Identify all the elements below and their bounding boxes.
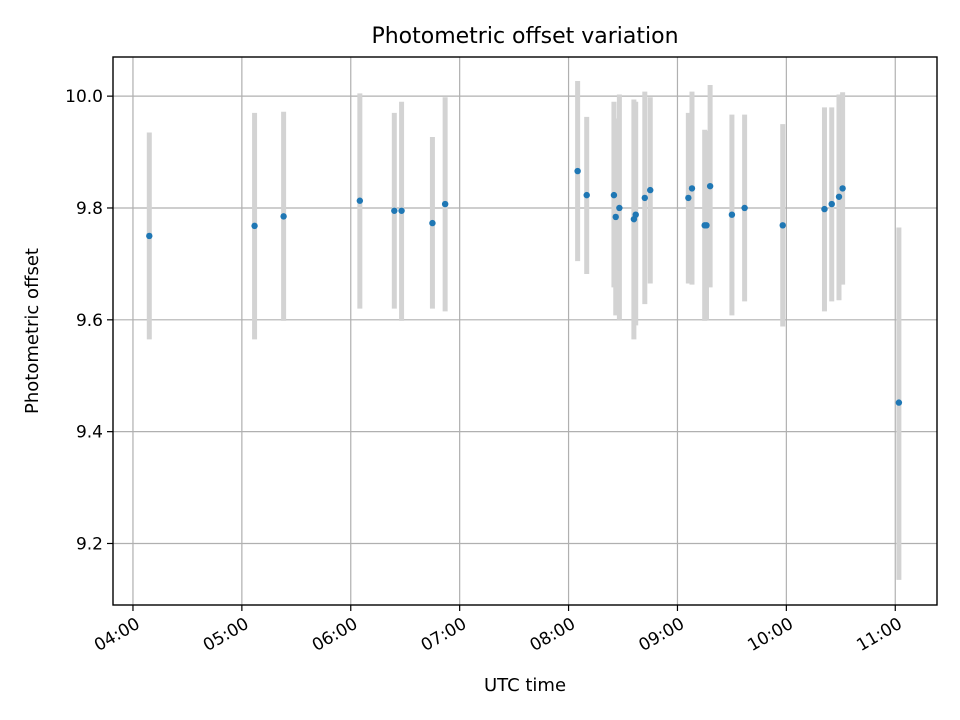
data-point [574,167,581,175]
data-point [821,205,828,213]
data-point [835,193,843,200]
data-point [280,213,287,220]
tick-layer: 04:00 05:00 06:00 07:00 08:00 09:00 10:00 11:00… [65,87,906,656]
x-tick-label: 06:00 [309,614,361,656]
data-point [146,232,153,240]
data-point [251,222,258,230]
data-point [429,219,436,227]
grid-layer [113,57,937,605]
data-point [703,222,710,229]
data-point [632,211,639,218]
data-point [647,186,654,194]
data-point [616,204,623,212]
y-tick-label: 9.6 [76,311,103,331]
data-point [688,185,696,192]
x-tick-label: 04:00 [91,614,143,656]
x-tick-label: 05:00 [200,614,252,656]
y-axis-label: Photometric offset [22,248,43,414]
y-tick-label: 9.2 [76,534,103,554]
data-point [839,185,846,192]
data-point [779,222,786,229]
y-tick-label: 9.4 [76,423,103,443]
x-tick-label: 07:00 [418,614,470,656]
x-tick-label: 11:00 [853,614,905,656]
data-point [441,200,449,208]
data-point [391,207,398,214]
data-point [641,194,648,202]
data-point [398,207,405,214]
x-tick-label: 09:00 [636,614,688,656]
x-tick-label: 08:00 [527,614,579,656]
x-axis-label: UTC time [484,675,566,696]
data-point [895,399,903,406]
data-point [583,191,590,199]
data-point [706,182,714,190]
data-point [612,213,619,221]
plot-frame [112,56,938,606]
data-point [610,191,618,199]
chart-title: Photometric offset variation [371,24,678,49]
data-point [828,200,835,208]
data-point [356,197,364,204]
data-point [741,204,748,212]
y-tick-label: 9.8 [76,199,103,219]
point-layer [146,167,903,406]
data-point [685,194,692,202]
x-tick-label: 10:00 [744,614,796,656]
data-point [728,211,736,218]
y-tick-label: 10.0 [65,87,103,107]
